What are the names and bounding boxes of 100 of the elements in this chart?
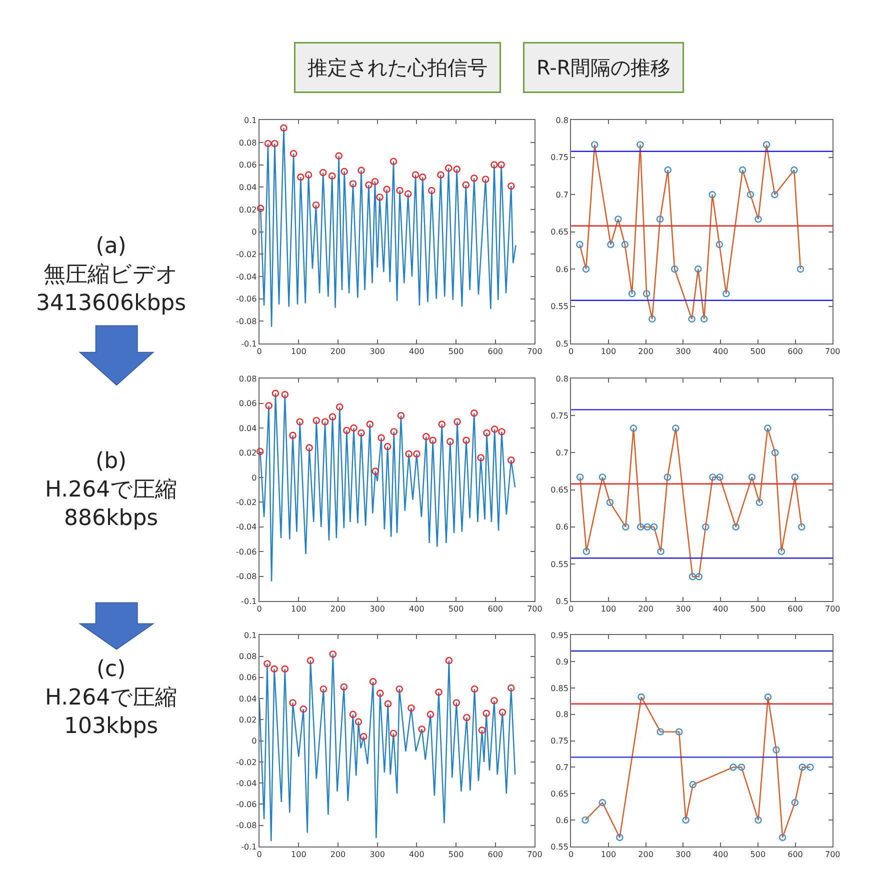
point	[365, 181, 372, 189]
x-tick-label: 500	[750, 347, 766, 356]
x-tick-label: 600	[488, 347, 504, 356]
x-tick-label: 200	[638, 347, 654, 356]
point	[397, 412, 405, 420]
y-tick-label: 0.85	[550, 684, 568, 693]
y-tick-label: 0.02	[238, 205, 257, 214]
point	[675, 728, 683, 736]
x-tick-label: 300	[676, 850, 691, 860]
y-tick-label: 0.08	[238, 652, 257, 662]
point	[419, 174, 426, 181]
point	[582, 266, 590, 273]
x-tick-label: 100	[600, 347, 616, 356]
point	[280, 124, 288, 132]
chart-title: 推定された心拍信号	[308, 56, 488, 80]
point	[438, 420, 446, 428]
point	[738, 764, 746, 771]
y-tick-label: 0.75	[550, 153, 568, 162]
y-tick-label: -0.04	[236, 778, 257, 788]
point	[806, 764, 814, 771]
point	[648, 315, 656, 323]
x-tick-label: 700	[527, 604, 542, 614]
point	[508, 684, 515, 692]
point	[598, 474, 606, 481]
point	[454, 418, 461, 426]
y-tick-label: 0.7	[556, 763, 568, 772]
point	[256, 204, 264, 212]
x-tick-label: 200	[330, 347, 346, 356]
x-tick-label: 300	[676, 347, 691, 356]
point	[772, 746, 780, 754]
point	[306, 444, 313, 452]
point	[722, 290, 730, 298]
point	[304, 171, 312, 178]
y-tick-label: -0.08	[236, 317, 257, 326]
point	[328, 172, 336, 180]
y-tick-label: -0.06	[236, 800, 257, 809]
point	[746, 191, 754, 198]
point	[716, 474, 724, 481]
x-tick-label: 600	[488, 604, 504, 614]
y-tick-label: 0.65	[550, 228, 568, 237]
point	[650, 523, 658, 531]
x-tick-label: 200	[638, 850, 654, 860]
point	[306, 656, 314, 664]
point	[360, 732, 368, 740]
y-tick-label: 0.8	[556, 374, 568, 384]
point	[791, 799, 798, 806]
point	[281, 390, 289, 398]
y-tick-label: 0.02	[238, 448, 257, 458]
x-tick-label: 100	[600, 604, 616, 614]
point	[358, 166, 365, 174]
x-tick-label: 200	[330, 850, 346, 860]
point	[622, 523, 630, 531]
y-tick-label: 0.5	[556, 596, 568, 606]
point	[289, 432, 296, 440]
x-tick-label: 200	[330, 604, 346, 614]
y-tick-label: 0	[252, 473, 257, 482]
point	[312, 416, 320, 424]
y-tick-label: 0.95	[550, 630, 568, 640]
point	[657, 548, 664, 556]
point	[508, 456, 515, 464]
point	[335, 152, 342, 160]
point	[470, 174, 478, 182]
point	[798, 764, 806, 771]
point	[482, 710, 490, 717]
point	[358, 429, 365, 437]
y-tick-label: 0.1	[244, 630, 257, 640]
point	[598, 799, 606, 806]
point	[764, 693, 772, 701]
point	[312, 201, 320, 209]
point	[444, 164, 452, 172]
x-tick-label: 700	[824, 604, 840, 614]
point	[630, 424, 638, 432]
point	[408, 704, 415, 712]
point	[446, 438, 454, 446]
point	[384, 442, 392, 450]
point	[445, 656, 453, 664]
point	[390, 428, 398, 436]
point	[762, 141, 770, 148]
point	[483, 429, 490, 437]
y-tick-label: -0.02	[236, 250, 257, 259]
point	[290, 150, 298, 158]
y-tick-label: 0.65	[550, 486, 568, 495]
point	[319, 169, 327, 176]
point	[754, 816, 762, 824]
text: (c) H.264で圧縮 103kbps	[45, 657, 178, 740]
point	[340, 168, 348, 176]
y-tick-label: 0.6	[556, 264, 568, 274]
point	[297, 174, 304, 181]
point	[321, 418, 329, 426]
point	[349, 180, 357, 188]
point	[490, 161, 498, 168]
point	[756, 498, 763, 506]
point	[412, 171, 420, 178]
point	[771, 191, 778, 198]
y-tick-label: 0.55	[550, 302, 568, 312]
point	[576, 240, 584, 248]
point	[576, 474, 584, 481]
point	[452, 699, 460, 706]
point	[482, 176, 490, 183]
point	[656, 216, 664, 223]
